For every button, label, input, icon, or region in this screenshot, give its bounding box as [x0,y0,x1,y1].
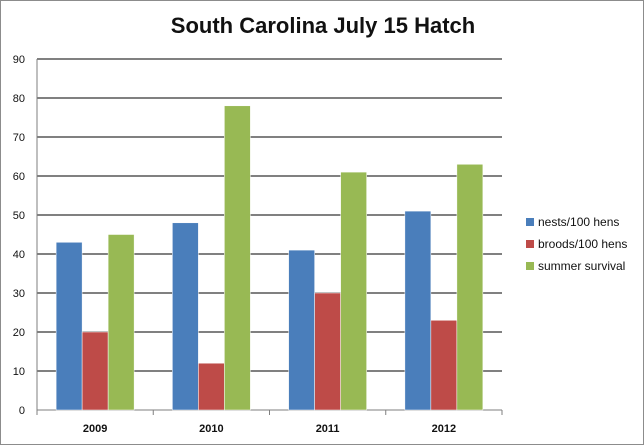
x-tick-label: 2011 [316,423,340,435]
legend-label: broods/100 hens [538,237,628,251]
legend-item: summer survival [526,255,627,277]
bar [456,164,484,411]
y-tick-label: 30 [13,288,25,300]
y-tick-label: 80 [13,93,25,105]
x-tick-label: 2010 [199,423,223,435]
chart-title: South Carolina July 15 Hatch [170,13,476,38]
bar [314,292,341,411]
legend-swatch [526,218,534,226]
bar [404,210,432,411]
legend-label: nests/100 hens [538,215,620,229]
bar [340,171,367,411]
legend-label: summer survival [538,259,626,273]
bar [107,234,135,411]
x-tick-label: 2012 [432,423,456,435]
legend-item: broods/100 hens [526,233,627,255]
y-tick-label: 20 [13,327,25,339]
y-tick-label: 90 [13,54,25,66]
legend-swatch [526,262,534,270]
bar [288,249,315,411]
y-tick-label: 50 [13,210,25,222]
y-tick-label: 60 [13,171,25,183]
x-tick-label: 2009 [83,423,107,435]
y-tick-label: 70 [13,132,25,144]
bar [198,362,225,411]
legend-swatch [526,240,534,248]
bar [430,320,458,411]
y-tick-label: 40 [13,249,25,261]
bar [81,331,109,411]
bar [224,105,251,411]
legend-item: nests/100 hens [526,211,627,233]
bar [172,222,199,411]
bar [55,242,83,411]
chart-legend: nests/100 hens broods/100 hens summer surv… [526,211,627,277]
y-tick-label: 10 [13,366,25,378]
y-tick-label: 0 [19,405,25,417]
